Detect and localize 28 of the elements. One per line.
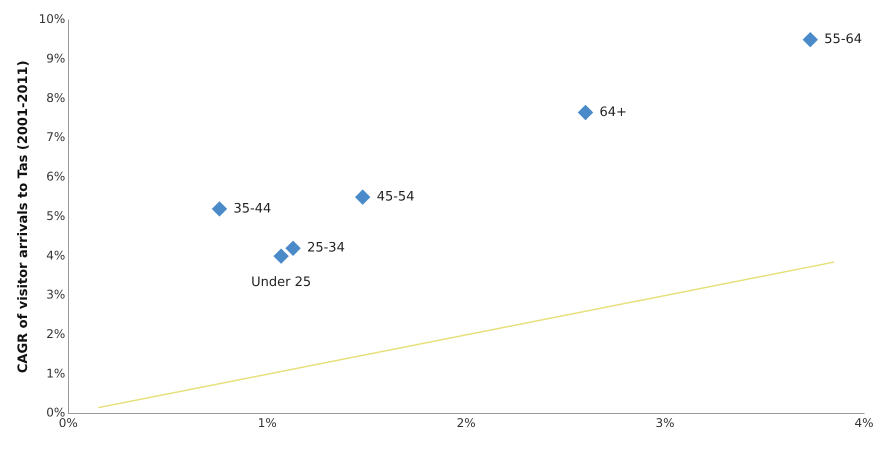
point xyxy=(274,248,289,264)
point xyxy=(355,190,370,205)
y-tick-label: 6% xyxy=(46,170,66,184)
y-tick-label: 1% xyxy=(46,366,66,380)
annotation: 45-54 xyxy=(376,189,414,204)
y-axis-title: CAGR of visitor arrivals to Tas (2001-2011) xyxy=(16,60,32,374)
annotation: 64+ xyxy=(599,104,627,120)
y-tick-label: 5% xyxy=(46,208,66,223)
x-tick-label: 3% xyxy=(656,416,675,430)
x-tick-label: 0% xyxy=(58,416,78,430)
point xyxy=(802,32,818,48)
y-tick-label: 4% xyxy=(46,248,66,262)
point xyxy=(212,201,227,216)
point xyxy=(578,104,593,120)
x-tick-label: 1% xyxy=(258,416,277,430)
annotation: 55-64 xyxy=(824,32,862,48)
point xyxy=(286,240,301,256)
y-tick-label: 2% xyxy=(46,327,66,342)
annotation: Under 25 xyxy=(251,275,312,290)
y-tick-label: 8% xyxy=(46,90,66,105)
y-tick-label: 10% xyxy=(38,12,66,26)
y-tick-label: 7% xyxy=(46,130,66,144)
x-tick-label: 4% xyxy=(854,416,874,430)
annotation: 25-34 xyxy=(307,240,345,256)
x-tick-label: 2% xyxy=(456,416,476,430)
y-tick-label: 9% xyxy=(46,51,66,66)
y-tick-label: 3% xyxy=(46,288,66,302)
annotation: 35-44 xyxy=(233,201,272,216)
